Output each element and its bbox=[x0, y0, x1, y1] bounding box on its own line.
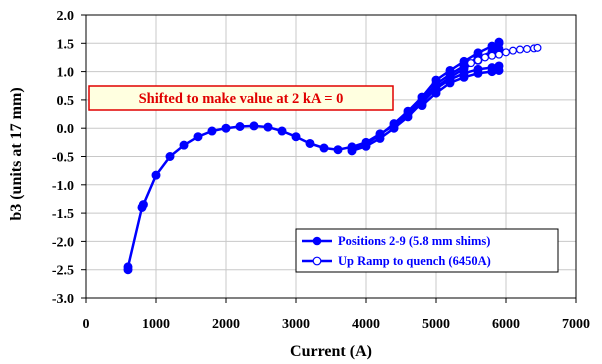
series-1-point bbox=[474, 56, 483, 65]
series-0-point bbox=[494, 61, 504, 71]
x-tick-label-0: 0 bbox=[83, 317, 90, 332]
series-layer bbox=[123, 37, 542, 275]
series-0-point bbox=[459, 68, 469, 78]
x-tick-label-6: 6000 bbox=[492, 317, 520, 332]
annotation-box: Shifted to make value at 2 kA = 0 bbox=[88, 85, 394, 111]
y-tick-label-4: -1.0 bbox=[52, 179, 74, 194]
series-1-point bbox=[522, 44, 531, 53]
series-0-point bbox=[473, 64, 483, 74]
series-0-point bbox=[235, 122, 245, 132]
legend-marker-2 bbox=[312, 256, 322, 266]
series-0-point bbox=[123, 262, 133, 272]
series-0-point bbox=[375, 130, 385, 140]
series-0-point bbox=[305, 138, 315, 148]
y-tick-label-9: 1.5 bbox=[57, 37, 75, 52]
x-tick-label-7: 7000 bbox=[562, 317, 590, 332]
series-0-point bbox=[207, 126, 217, 136]
x-tick-label-4: 4000 bbox=[352, 317, 380, 332]
series-0-point bbox=[151, 170, 161, 180]
y-tick-label-7: 0.5 bbox=[57, 94, 75, 109]
series-0-point bbox=[319, 143, 329, 153]
series-0-point bbox=[361, 139, 371, 149]
legend: Positions 2-9 (5.8 mm shims) Up Ramp to … bbox=[295, 228, 559, 273]
series-1-point bbox=[515, 45, 524, 54]
legend-marker-1 bbox=[312, 236, 322, 246]
axis-ticks: 0 1000 2000 3000 4000 5000 6000 7000 -3.0 -2.5 -2.… bbox=[52, 9, 590, 332]
series-1 bbox=[467, 43, 542, 68]
series-0-point bbox=[403, 106, 413, 116]
y-tick-label-8: 1.0 bbox=[57, 66, 75, 81]
series-0-point bbox=[138, 200, 148, 210]
series-0-point bbox=[249, 121, 259, 131]
x-axis-title: Current (A) bbox=[290, 343, 372, 360]
series-0-point bbox=[179, 140, 189, 150]
series-0-point bbox=[291, 132, 301, 142]
series-1-point bbox=[467, 59, 476, 68]
series-0-point bbox=[347, 144, 357, 154]
series-1-point bbox=[488, 51, 497, 60]
x-tick-label-5: 5000 bbox=[422, 317, 450, 332]
y-tick-label-10: 2.0 bbox=[57, 9, 75, 24]
gridlines bbox=[85, 14, 577, 299]
series-1-point bbox=[509, 46, 518, 55]
series-0-point bbox=[431, 84, 441, 94]
series-0-point bbox=[445, 65, 455, 75]
series-0-point bbox=[389, 119, 399, 129]
y-tick-label-1: -2.5 bbox=[52, 264, 74, 279]
x-tick-label-1: 1000 bbox=[142, 317, 170, 332]
series-1-point bbox=[481, 53, 490, 62]
series-0-point bbox=[431, 75, 441, 85]
series-1-point bbox=[533, 43, 542, 52]
y-tick-label-5: -0.5 bbox=[52, 151, 74, 166]
legend-box bbox=[295, 228, 559, 273]
series-0-point bbox=[221, 123, 231, 133]
series-0-point bbox=[165, 152, 175, 161]
y-tick-label-0: -3.0 bbox=[52, 292, 74, 307]
legend-label-1: Positions 2-9 (5.8 mm shims) bbox=[338, 234, 490, 248]
series-0-point bbox=[417, 98, 427, 108]
legend-label-2: Up Ramp to quench (6450A) bbox=[338, 254, 491, 268]
series-1-point bbox=[502, 48, 511, 57]
y-tick-label-6: 0.0 bbox=[57, 122, 75, 137]
y-tick-label-2: -2.0 bbox=[52, 235, 74, 250]
series-0-point bbox=[459, 56, 469, 66]
series-0-point bbox=[277, 126, 287, 136]
series-0-point bbox=[487, 41, 497, 51]
y-tick-label-3: -1.5 bbox=[52, 207, 74, 222]
series-0-point bbox=[473, 48, 483, 58]
x-tick-label-2: 2000 bbox=[212, 317, 240, 332]
x-tick-label-3: 3000 bbox=[282, 317, 310, 332]
y-axis-title: b3 (units at 17 mm) bbox=[8, 87, 25, 220]
series-0 bbox=[123, 37, 504, 275]
annotation-text: Shifted to make value at 2 kA = 0 bbox=[139, 91, 344, 107]
series-0-point bbox=[445, 75, 455, 85]
series-0-point bbox=[494, 37, 504, 47]
series-0-point bbox=[193, 132, 203, 142]
series-0-point bbox=[263, 122, 273, 132]
series-1-point bbox=[495, 50, 504, 59]
series-0-point bbox=[333, 145, 343, 155]
